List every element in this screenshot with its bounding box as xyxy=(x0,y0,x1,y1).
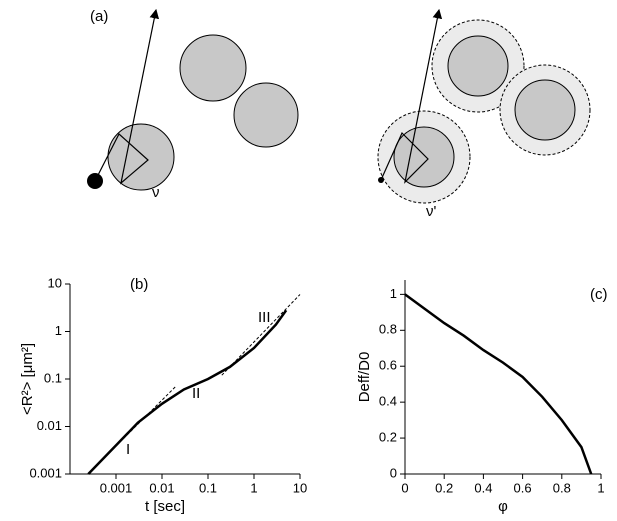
x-tick-label: 0.2 xyxy=(435,480,453,495)
trajectory xyxy=(380,8,443,184)
y-tick-label: 0.4 xyxy=(379,394,397,409)
y-tick-label: 0.8 xyxy=(379,322,397,337)
x-tick-label: 0.1 xyxy=(199,480,217,495)
regime-label: II xyxy=(192,385,200,402)
y-tick-label: 0.1 xyxy=(44,370,62,385)
x-tick-label: 0.8 xyxy=(553,480,571,495)
y-tick-label: 1 xyxy=(390,286,397,301)
x-axis-label: φ xyxy=(498,498,508,515)
regime-label: I xyxy=(126,441,130,458)
obstacle xyxy=(514,79,576,141)
x-tick-label: 0.01 xyxy=(149,480,174,495)
obstacle xyxy=(179,34,247,102)
trajectory xyxy=(94,8,160,185)
x-tick-label: 10 xyxy=(293,480,307,495)
obstacle xyxy=(233,82,299,148)
regime-label: III xyxy=(258,309,271,326)
x-tick-label: 0 xyxy=(401,480,408,495)
x-tick-label: 0.001 xyxy=(100,480,133,495)
data-line xyxy=(221,294,301,376)
y-tick-label: 0.001 xyxy=(29,465,62,480)
nu-prime-label: ν' xyxy=(426,203,437,220)
nu-label: ν xyxy=(152,184,160,201)
data-line xyxy=(404,293,593,475)
y-tick-label: 0.01 xyxy=(37,418,62,433)
panel-label: (c) xyxy=(590,286,608,303)
y-axis-label: <R²> [μm²] xyxy=(19,343,36,415)
y-tick-label: 0.6 xyxy=(379,358,397,373)
panel-label: (b) xyxy=(130,276,148,293)
x-tick-label: 1 xyxy=(597,480,604,495)
y-tick-label: 1 xyxy=(55,323,62,338)
panel-label: (a) xyxy=(90,8,108,25)
y-axis-label: Deff/D0 xyxy=(356,352,373,403)
obstacle xyxy=(393,126,455,188)
obstacle xyxy=(107,123,175,191)
x-tick-label: 1 xyxy=(250,480,257,495)
x-tick-label: 0.4 xyxy=(474,480,492,495)
y-tick-label: 0 xyxy=(390,465,397,480)
y-tick-label: 0.2 xyxy=(379,430,397,445)
y-tick-label: 10 xyxy=(48,275,62,290)
data-line xyxy=(87,309,288,475)
data-line xyxy=(101,386,177,461)
x-tick-label: 0.6 xyxy=(514,480,532,495)
panel-a: (a) ν ν' xyxy=(87,8,591,220)
obstacle xyxy=(447,35,509,97)
x-axis-label: t [sec] xyxy=(145,498,185,515)
